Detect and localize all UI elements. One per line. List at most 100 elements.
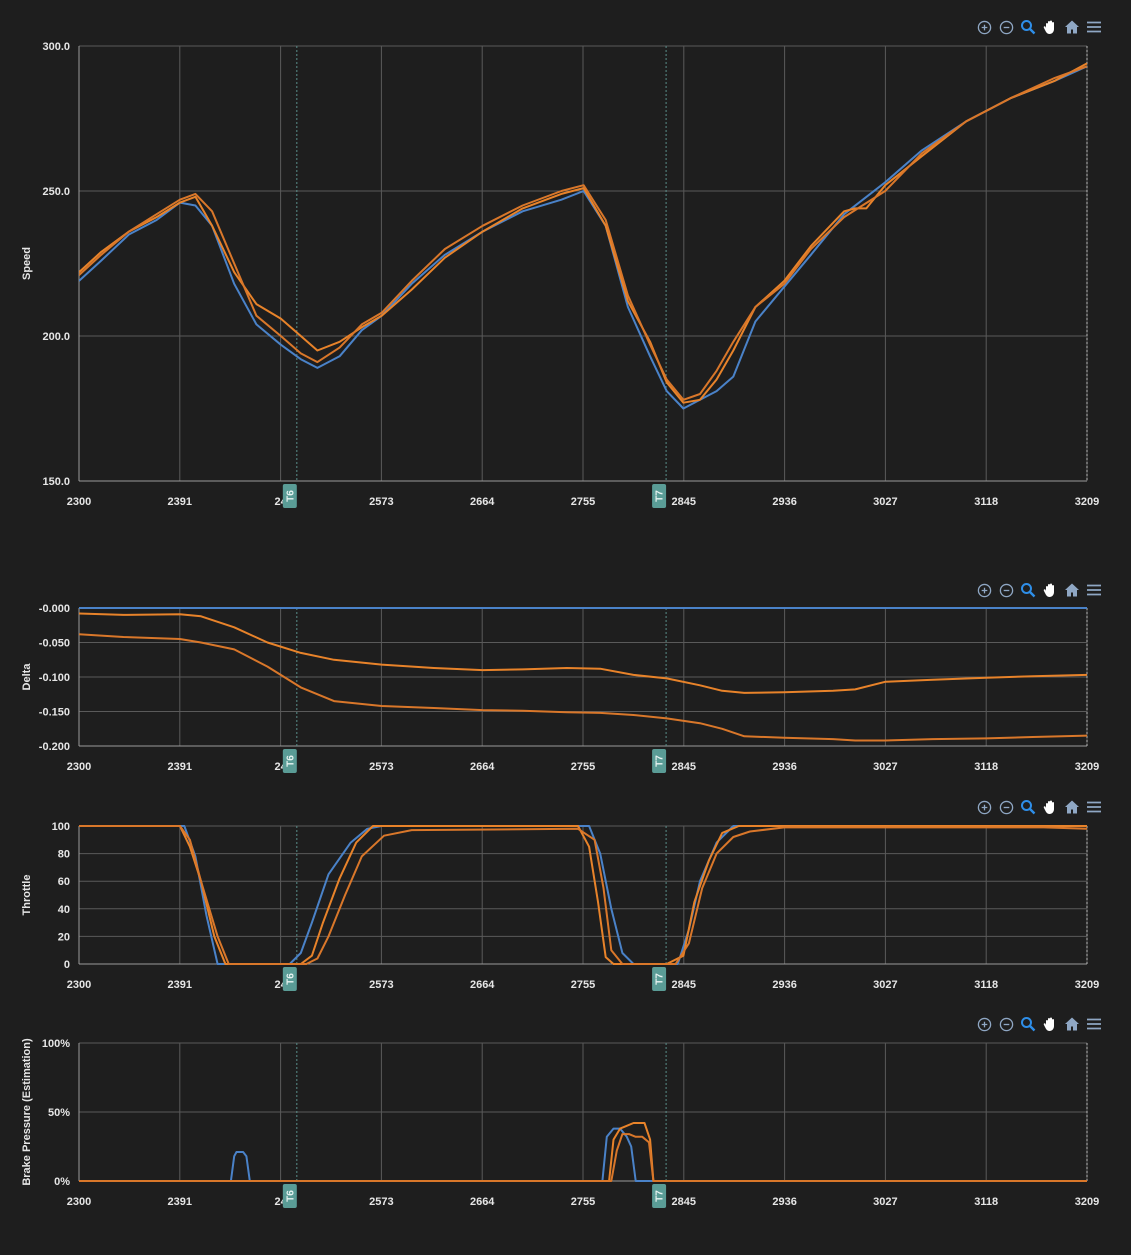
x-tick-label: 2300 (67, 1196, 91, 1208)
series-line-orange2 (79, 1133, 1087, 1182)
x-tick-label: 3118 (974, 761, 998, 773)
magnify-icon[interactable] (1019, 798, 1037, 816)
turn-marker-badge[interactable] (652, 484, 667, 508)
x-tick-label: 2845 (672, 979, 696, 991)
turn-marker-badge[interactable] (652, 749, 667, 773)
x-tick-label: 2936 (772, 979, 796, 991)
y-tick-label: 150.0 (42, 476, 70, 488)
magnify-icon[interactable] (1019, 18, 1037, 36)
x-tick-label: 2664 (470, 1196, 495, 1208)
series-line-orange1 (79, 825, 1087, 965)
menu-icon[interactable] (1085, 1015, 1103, 1033)
throttle-chart-panel: 100 80 60 40 20 0 2300 2391 24 2573 2664 2755 2845 29… (0, 0, 1131, 1000)
x-tick-label: 3209 (1075, 761, 1099, 773)
y-tick-label: 40 (58, 904, 70, 916)
home-icon[interactable] (1063, 1015, 1081, 1033)
turn-marker-label: T6 (285, 973, 296, 985)
x-tick-label: 2573 (369, 496, 393, 508)
x-tick-label: 3118 (974, 1196, 998, 1208)
menu-icon[interactable] (1085, 18, 1103, 36)
x-tick-label: 2845 (672, 496, 696, 508)
x-tick-label: 2573 (369, 979, 393, 991)
series-line-orange2 (79, 65, 1088, 401)
menu-icon[interactable] (1085, 581, 1103, 599)
pan-hand-icon[interactable] (1041, 798, 1059, 816)
x-tick-label: 2845 (672, 1196, 696, 1208)
y-tick-label: 60 (58, 876, 70, 888)
y-tick-label: 80 (58, 849, 70, 861)
pan-hand-icon[interactable] (1041, 581, 1059, 599)
turn-marker-label: T7 (655, 755, 666, 767)
x-tick-label: 3209 (1075, 979, 1099, 991)
x-tick-label: 3209 (1075, 496, 1099, 508)
zoom-in-icon[interactable] (975, 18, 993, 36)
x-tick-label: 3118 (974, 496, 998, 508)
x-tick-label: 3209 (1075, 1196, 1099, 1208)
turn-marker-badge[interactable] (282, 484, 297, 508)
zoom-in-icon[interactable] (975, 1015, 993, 1033)
y-tick-label: 0 (64, 959, 70, 971)
x-tick-label: 2936 (772, 761, 796, 773)
menu-icon[interactable] (1085, 798, 1103, 816)
chart-toolbar (975, 18, 1103, 36)
x-tick-label: 2300 (67, 496, 91, 508)
turn-marker-label: T7 (655, 973, 666, 985)
x-tick-label: 2936 (772, 496, 796, 508)
turn-marker-badge[interactable] (652, 1184, 667, 1208)
speed-chart-panel: 300.0 250.0 200.0 150.0 2300 2391 24 2573 2664 27… (0, 0, 1131, 530)
y-axis-label: Speed (21, 247, 33, 280)
series-line-orange1 (79, 612, 1088, 694)
turn-marker-label: T7 (655, 490, 666, 502)
turn-marker-badge[interactable] (282, 967, 297, 991)
magnify-icon[interactable] (1019, 1015, 1037, 1033)
zoom-in-icon[interactable] (975, 581, 993, 599)
x-tick-label: 3027 (873, 761, 897, 773)
x-tick-label: 3027 (873, 1196, 897, 1208)
x-tick-label: 2300 (67, 979, 91, 991)
y-tick-label: 100% (42, 1038, 70, 1050)
y-tick-label: 200.0 (42, 331, 70, 343)
zoom-out-icon[interactable] (997, 581, 1015, 599)
zoom-out-icon[interactable] (997, 798, 1015, 816)
x-tick-label: 3027 (873, 979, 897, 991)
x-tick-label: 2300 (67, 761, 91, 773)
y-tick-label: 0% (54, 1176, 70, 1188)
x-tick-label: 2391 (168, 496, 192, 508)
x-tick-label: 2755 (571, 761, 595, 773)
x-tick-label: 2391 (168, 761, 192, 773)
y-tick-label: 50% (48, 1107, 70, 1119)
zoom-in-icon[interactable] (975, 798, 993, 816)
y-tick-label: -0.050 (39, 638, 70, 650)
zoom-out-icon[interactable] (997, 18, 1015, 36)
pan-hand-icon[interactable] (1041, 18, 1059, 36)
x-tick-label: 2664 (470, 761, 495, 773)
x-tick-label: 2936 (772, 1196, 796, 1208)
y-tick-label: -0.000 (39, 603, 70, 615)
turn-marker-badge[interactable] (652, 967, 667, 991)
magnify-icon[interactable] (1019, 581, 1037, 599)
series-line-orange2 (79, 825, 1088, 965)
turn-marker-badge[interactable] (282, 749, 297, 773)
x-tick-label: 2391 (168, 979, 192, 991)
x-tick-label: 2573 (369, 761, 393, 773)
x-tick-label: 2391 (168, 1196, 192, 1208)
home-icon[interactable] (1063, 18, 1081, 36)
zoom-out-icon[interactable] (997, 1015, 1015, 1033)
pan-hand-icon[interactable] (1041, 1015, 1059, 1033)
x-tick-label: 3027 (873, 496, 897, 508)
delta-chart-panel: -0.000 -0.050 -0.100 -0.150 -0.200 2300 2391 24… (0, 0, 1131, 780)
y-tick-label: -0.200 (39, 741, 70, 753)
y-tick-label: 250.0 (42, 186, 70, 198)
x-tick-label: 2845 (672, 761, 696, 773)
x-tick-label: 2573 (369, 1196, 393, 1208)
turn-marker-badge[interactable] (282, 1184, 297, 1208)
home-icon[interactable] (1063, 581, 1081, 599)
chart-toolbar (975, 581, 1103, 599)
turn-marker-label: T6 (285, 1190, 296, 1202)
home-icon[interactable] (1063, 798, 1081, 816)
